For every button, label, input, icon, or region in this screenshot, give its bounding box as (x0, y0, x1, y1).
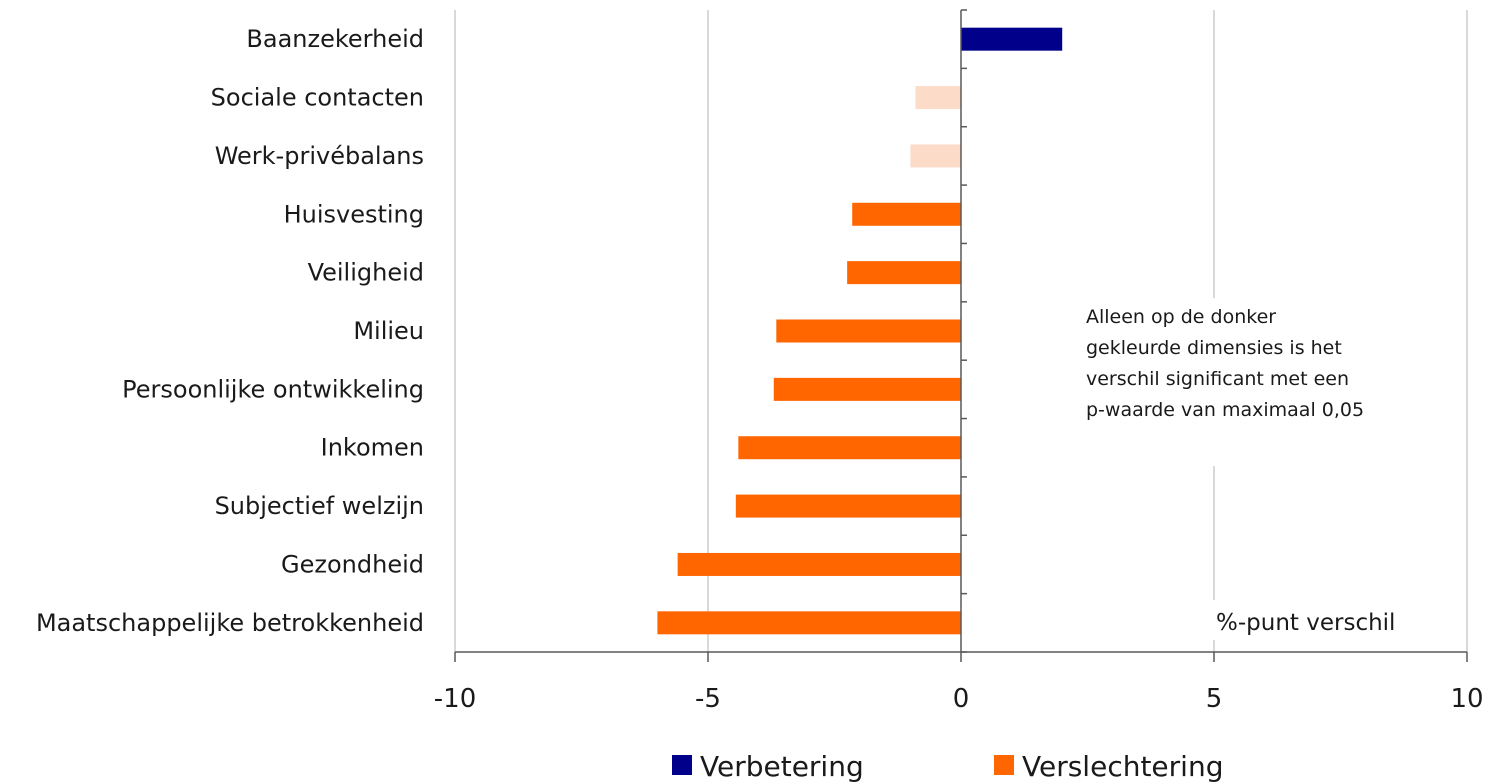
annotation-line: p-waarde van maximaal 0,05 (1086, 399, 1364, 421)
axes (454, 9, 1468, 662)
bar (852, 202, 961, 226)
bar (738, 436, 961, 460)
bar (677, 552, 961, 576)
bar (910, 144, 961, 168)
legend-label-verbetering: Verbetering (700, 750, 864, 783)
bar (773, 377, 961, 401)
bar (735, 494, 961, 518)
category-label: Subjectief welzijn (215, 492, 424, 520)
category-label: Werk-privébalans (215, 142, 424, 170)
category-label: Baanzekerheid (246, 25, 424, 53)
legend-swatch-verslechtering (994, 755, 1014, 775)
bars (657, 27, 1063, 635)
x-tick-label: -5 (695, 684, 721, 714)
bar (847, 261, 961, 285)
legend-label-verslechtering: Verslechtering (1022, 750, 1223, 783)
category-label: Veiligheid (308, 259, 424, 287)
bar (915, 86, 961, 110)
x-tick-label: 5 (1206, 684, 1223, 714)
annotation-line: Alleen op de donker (1086, 306, 1276, 328)
category-label: Huisvesting (284, 200, 424, 228)
x-tick-label: 0 (953, 684, 970, 714)
legend-swatch-verbetering (672, 755, 692, 775)
bar (776, 319, 961, 343)
bar (657, 611, 961, 635)
category-label: Inkomen (321, 434, 424, 462)
category-label: Persoonlijke ontwikkeling (122, 375, 424, 403)
category-label: Gezondheid (281, 550, 424, 578)
annotation-line: verschil significant met een (1086, 368, 1349, 390)
category-labels: Baanzekerheid Sociale contacten Werk-privé… (36, 25, 424, 637)
category-label: Milieu (353, 317, 424, 345)
unit-label-background (1200, 600, 1430, 640)
bar (961, 27, 1063, 51)
category-label: Maatschappelijke betrokkenheid (36, 609, 424, 637)
category-label: Sociale contacten (211, 84, 424, 112)
x-tick-label: -10 (434, 684, 476, 714)
x-tick-label: 10 (1450, 684, 1483, 714)
annotation-background (1076, 298, 1396, 466)
annotation-line: gekleurde dimensies is het (1086, 337, 1342, 359)
unit-label: %-punt verschil (1216, 610, 1395, 636)
legend: Verbetering Verslechtering (672, 750, 1223, 783)
x-tick-labels: -10 -5 0 5 10 (434, 684, 1484, 714)
